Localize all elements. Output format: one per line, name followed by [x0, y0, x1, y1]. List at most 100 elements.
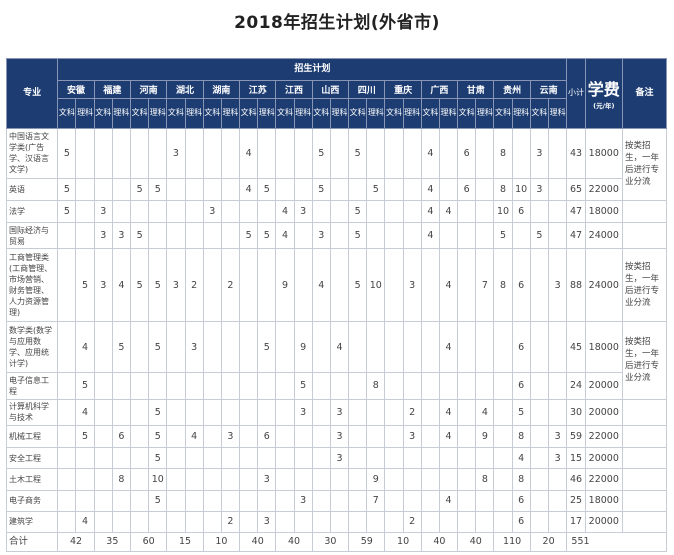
subtotal-cell: 25 — [566, 489, 586, 512]
plan-cell — [202, 221, 222, 250]
plan-cell — [93, 447, 113, 470]
plan-cell — [366, 398, 386, 427]
header-wen: 文科 — [384, 98, 404, 129]
plan-cell — [129, 489, 150, 512]
header-wen: 文科 — [275, 98, 295, 129]
plan-cell: 5 — [511, 398, 531, 427]
plan-cell — [220, 127, 241, 179]
header-province: 江西 — [275, 80, 313, 100]
plan-cell — [547, 398, 568, 427]
plan-cell: 3 — [93, 248, 113, 323]
plan-cell — [166, 221, 186, 250]
plan-cell — [348, 321, 368, 374]
plan-cell — [311, 321, 331, 374]
plan-cell — [384, 372, 404, 400]
total-cell: 60 — [129, 531, 168, 553]
plan-cell — [57, 398, 77, 427]
header-province: 山西 — [311, 80, 350, 100]
header-province: 江苏 — [239, 80, 277, 100]
plan-cell: 5 — [257, 177, 277, 201]
plan-cell — [93, 510, 113, 533]
header-province: 湖北 — [166, 80, 204, 100]
fee-cell: 22000 — [584, 177, 624, 201]
fee-cell: 18000 — [584, 321, 624, 374]
plan-cell: 6 — [511, 372, 531, 400]
plan-cell: 3 — [329, 398, 350, 427]
subtotal-cell: 46 — [566, 468, 586, 491]
fee-cell: 18000 — [584, 199, 624, 223]
plan-cell: 5 — [348, 127, 368, 179]
plan-cell — [129, 127, 150, 179]
plan-cell: 5 — [348, 221, 368, 250]
plan-cell — [384, 489, 404, 512]
plan-cell — [166, 447, 186, 470]
plan-cell — [166, 489, 186, 512]
plan-cell — [511, 221, 531, 250]
plan-cell — [475, 447, 495, 470]
plan-cell — [111, 127, 132, 179]
table-row: 英语 5 5 5 4 5 5 5 4 6 8 10 3 65 22000 — [5, 177, 667, 201]
plan-cell — [457, 321, 477, 374]
plan-cell — [547, 372, 568, 400]
plan-cell — [275, 177, 295, 201]
plan-cell — [438, 468, 459, 491]
plan-cell: 4 — [75, 398, 95, 427]
plan-cell — [384, 447, 404, 470]
plan-cell: 3 — [293, 199, 313, 223]
note-cell-empty — [622, 398, 667, 427]
plan-cell — [148, 510, 168, 533]
total-cell: 20 — [529, 531, 568, 553]
plan-cell — [57, 425, 77, 449]
header-note: 备注 — [622, 58, 667, 129]
plan-cell — [166, 321, 186, 374]
plan-cell — [75, 447, 95, 470]
plan-cell — [311, 372, 331, 400]
subtotal-cell: 65 — [566, 177, 586, 201]
plan-cell — [148, 372, 168, 400]
header-subtotal: 小计 — [566, 58, 586, 129]
plan-cell: 5 — [311, 127, 331, 179]
plan-cell: 5 — [111, 321, 132, 374]
plan-cell — [511, 127, 531, 179]
plan-cell — [57, 510, 77, 533]
plan-cell: 9 — [366, 468, 386, 491]
plan-cell: 5 — [57, 177, 77, 201]
note-cell-empty — [622, 510, 667, 533]
plan-cell — [75, 199, 95, 223]
plan-cell — [57, 248, 77, 323]
header-province: 安徽 — [57, 80, 95, 100]
plan-cell: 10 — [511, 177, 531, 201]
major-name: 电子信息工程 — [5, 372, 59, 400]
plan-cell — [475, 127, 495, 179]
plan-cell: 4 — [420, 177, 440, 201]
header-li: 理科 — [329, 98, 350, 129]
plan-cell: 3 — [184, 321, 204, 374]
total-cell: 35 — [93, 531, 132, 553]
plan-cell: 4 — [438, 248, 459, 323]
note-cell-empty — [622, 199, 667, 223]
major-name: 国际经济与贸易 — [5, 221, 59, 250]
plan-cell: 4 — [420, 199, 440, 223]
plan-cell — [529, 372, 549, 400]
note-cell: 按类招生，一年后进行专业分流 — [622, 321, 667, 400]
major-name: 计算机科学与技术 — [5, 398, 59, 427]
header-wen: 文科 — [420, 98, 440, 129]
plan-cell: 3 — [293, 398, 313, 427]
plan-cell: 5 — [257, 221, 277, 250]
header-wen: 文科 — [129, 98, 150, 129]
header-province: 河南 — [129, 80, 168, 100]
plan-cell — [366, 199, 386, 223]
plan-cell: 4 — [420, 221, 440, 250]
plan-cell — [202, 398, 222, 427]
plan-cell — [184, 468, 204, 491]
plan-cell: 9 — [475, 425, 495, 449]
plan-cell — [129, 199, 150, 223]
plan-cell — [202, 489, 222, 512]
plan-cell — [257, 398, 277, 427]
subtotal-cell: 47 — [566, 221, 586, 250]
header-fee-unit: (元/年) — [593, 102, 615, 111]
plan-cell — [366, 510, 386, 533]
plan-cell — [184, 127, 204, 179]
fee-cell: 24000 — [584, 248, 624, 323]
plan-cell: 4 — [75, 510, 95, 533]
